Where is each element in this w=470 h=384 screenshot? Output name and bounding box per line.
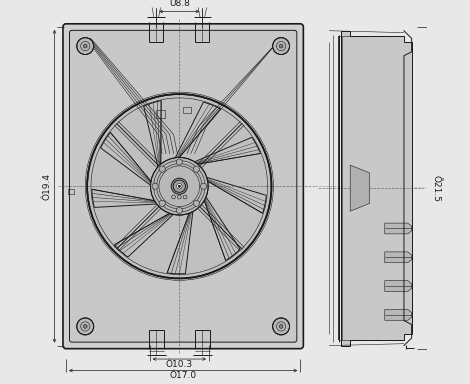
Polygon shape	[341, 31, 412, 346]
Polygon shape	[385, 281, 412, 291]
Text: Õ21.5: Õ21.5	[431, 175, 440, 202]
Circle shape	[176, 207, 182, 214]
Circle shape	[193, 200, 199, 207]
Polygon shape	[385, 310, 412, 320]
Polygon shape	[385, 223, 412, 234]
Circle shape	[83, 324, 87, 328]
Circle shape	[279, 324, 283, 328]
Circle shape	[200, 183, 207, 189]
Bar	[156, 110, 164, 118]
Text: Ô19.4: Ô19.4	[42, 173, 51, 200]
Circle shape	[171, 178, 188, 194]
Text: Ò10.3: Ò10.3	[166, 360, 193, 369]
Circle shape	[150, 157, 208, 215]
Circle shape	[176, 159, 182, 165]
Circle shape	[87, 94, 272, 278]
Bar	[68, 189, 74, 194]
Circle shape	[193, 166, 199, 172]
Circle shape	[177, 184, 182, 189]
Circle shape	[77, 38, 94, 55]
Circle shape	[159, 200, 165, 207]
Text: Ù8.8: Ù8.8	[169, 0, 190, 8]
Circle shape	[273, 318, 290, 335]
Circle shape	[273, 38, 290, 55]
Bar	[183, 107, 191, 113]
Circle shape	[159, 166, 165, 172]
Circle shape	[83, 44, 87, 48]
Circle shape	[279, 44, 283, 48]
FancyBboxPatch shape	[70, 30, 297, 342]
Polygon shape	[350, 165, 369, 211]
Text: Ó17.0: Ó17.0	[170, 371, 197, 380]
Polygon shape	[385, 252, 412, 263]
Circle shape	[178, 185, 180, 187]
Circle shape	[152, 183, 158, 189]
Circle shape	[77, 318, 94, 335]
FancyBboxPatch shape	[63, 24, 303, 349]
